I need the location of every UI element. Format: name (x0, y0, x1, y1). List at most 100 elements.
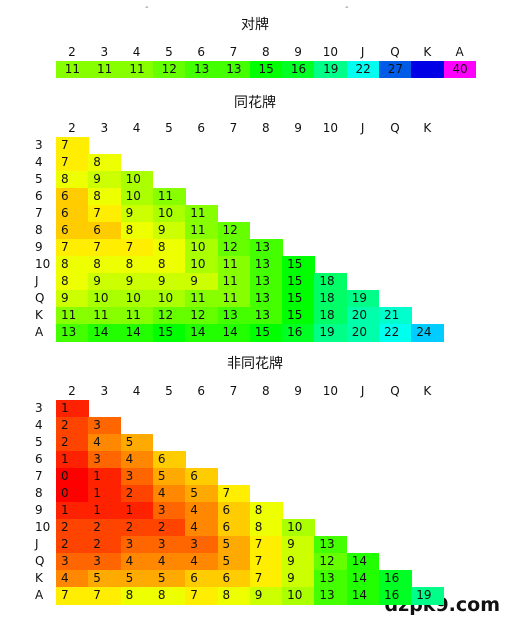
suited-row-label-4: 4 (35, 155, 43, 169)
suited-cell-Q-4: 10 (120, 290, 154, 308)
suited-cell-6-3: 8 (88, 188, 122, 206)
offsuit-cell-J-10: 13 (314, 536, 348, 554)
offsuit-cell-10-8: 8 (249, 519, 283, 537)
suited-cell-Q-2: 9 (56, 290, 89, 308)
offsuit-cell-Q-5: 4 (152, 553, 186, 571)
suited-col-label-2: 2 (68, 121, 76, 135)
suited-cell-A-K: 24 (411, 324, 445, 342)
suited-cell-J-5: 9 (152, 273, 186, 291)
suited-row-label-5: 5 (35, 172, 43, 186)
suited-col-label-7: 7 (229, 121, 238, 135)
offsuit-cell-Q-2: 3 (56, 553, 89, 571)
suited-col-label-5: 5 (165, 121, 173, 135)
suited-cell-Q-9: 15 (282, 290, 315, 308)
offsuit-cell-K-4: 5 (120, 570, 154, 588)
suited-cell-10-4: 8 (120, 256, 154, 274)
suited-cell-K-4: 11 (120, 307, 154, 325)
suited-cell-A-6: 14 (185, 324, 218, 342)
suited-cell-6-4: 10 (120, 188, 154, 206)
suited-cell-Q-5: 10 (152, 290, 186, 308)
suited-cell-A-2: 13 (56, 324, 89, 342)
suited-cell-9-5: 8 (152, 239, 186, 257)
suited-col-label-6: 6 (197, 121, 205, 135)
suited-row-label-Q: Q (35, 291, 45, 305)
offsuit-col-label-3: 3 (100, 384, 109, 398)
offsuit-cell-10-7: 6 (217, 519, 251, 537)
suited-cell-9-4: 7 (120, 239, 154, 257)
suited-cell-Q-8: 13 (249, 290, 283, 308)
suited-cell-10-6: 10 (185, 256, 218, 274)
offsuit-cell-5-2: 2 (56, 434, 89, 452)
offsuit-cell-6-3: 3 (88, 451, 122, 469)
suited-cell-8-3: 6 (88, 222, 122, 240)
suited-row-label-K: K (35, 308, 43, 322)
suited-cell-J-7: 11 (217, 273, 251, 291)
suited-cell-K-Q: 21 (379, 307, 412, 325)
offsuit-cell-10-2: 2 (56, 519, 89, 537)
suited-col-label-3: 3 (100, 121, 109, 135)
suited-cell-A-3: 14 (88, 324, 122, 342)
offsuit-col-label-K: K (423, 384, 432, 398)
offsuit-row-label-8: 8 (35, 486, 43, 500)
offsuit-col-label-6: 6 (197, 384, 205, 398)
offsuit-row-label-9: 9 (35, 503, 43, 517)
offsuit-cell-7-5: 5 (152, 468, 186, 486)
suited-cell-8-4: 8 (120, 222, 154, 240)
offsuit-cell-K-2: 4 (56, 570, 89, 588)
offsuit-cell-Q-7: 5 (217, 553, 251, 571)
offsuit-cell-Q-J: 14 (346, 553, 380, 571)
offsuit-row-label-5: 5 (35, 435, 43, 449)
suited-cell-A-5: 15 (152, 324, 186, 342)
offsuit-title: 非同花牌 (227, 356, 283, 372)
offsuit-cell-J-4: 3 (120, 536, 154, 554)
offsuit-col-label-9: 9 (294, 384, 302, 398)
offsuit-cell-J-8: 7 (249, 536, 283, 554)
offsuit-cell-A-5: 8 (152, 587, 186, 605)
suited-cell-4-3: 8 (88, 154, 122, 172)
offsuit-cell-6-5: 6 (152, 451, 186, 469)
suited-cell-Q-J: 19 (346, 290, 380, 308)
offsuit-cell-A-K: 19 (411, 587, 445, 605)
suited-cell-7-2: 6 (56, 205, 89, 223)
offsuit-cell-4-3: 3 (88, 417, 122, 435)
offsuit-cell-Q-8: 7 (249, 553, 283, 571)
suited-cell-9-7: 12 (217, 239, 251, 257)
offsuit-cell-8-7: 7 (217, 485, 251, 503)
offsuit-cell-9-3: 1 (88, 502, 122, 520)
offsuit-cell-A-10: 13 (314, 587, 348, 605)
suited-col-label-4: 4 (132, 121, 141, 135)
suited-cell-10-8: 13 (249, 256, 283, 274)
suited-row-label-3: 3 (35, 138, 43, 152)
suited-cell-K-3: 11 (88, 307, 122, 325)
offsuit-cell-7-6: 6 (185, 468, 218, 486)
pairs-cell-2: 11 (56, 61, 89, 78)
offsuit-cell-7-2: 0 (56, 468, 89, 486)
suited-cell-10-3: 8 (88, 256, 122, 274)
suited-cell-8-5: 9 (152, 222, 186, 240)
suited-cell-J-6: 9 (185, 273, 218, 291)
suited-cell-7-3: 7 (88, 205, 122, 223)
offsuit-cell-5-4: 5 (120, 434, 154, 452)
offsuit-cell-A-8: 9 (249, 587, 283, 605)
suited-cell-J-3: 9 (88, 273, 122, 291)
pairs-col-label-4: 4 (132, 45, 141, 59)
offsuit-cell-A-7: 8 (217, 587, 251, 605)
suited-cell-A-9: 16 (282, 324, 315, 342)
suited-cell-K-7: 13 (217, 307, 251, 325)
offsuit-cell-8-6: 5 (185, 485, 218, 503)
offsuit-cell-K-Q: 16 (379, 570, 412, 588)
suited-cell-A-8: 15 (249, 324, 283, 342)
offsuit-col-label-5: 5 (165, 384, 173, 398)
suited-col-label-Q: Q (390, 121, 400, 135)
offsuit-cell-J-9: 9 (282, 536, 315, 554)
suited-cell-10-9: 15 (282, 256, 315, 274)
offsuit-cell-9-2: 1 (56, 502, 89, 520)
top-dash-left: - (145, 2, 149, 13)
offsuit-col-label-4: 4 (132, 384, 141, 398)
pairs-col-label-3: 3 (100, 45, 109, 59)
suited-cell-10-7: 11 (217, 256, 251, 274)
offsuit-cell-9-4: 1 (120, 502, 154, 520)
offsuit-cell-7-4: 3 (120, 468, 154, 486)
offsuit-row-label-A: A (35, 588, 44, 602)
